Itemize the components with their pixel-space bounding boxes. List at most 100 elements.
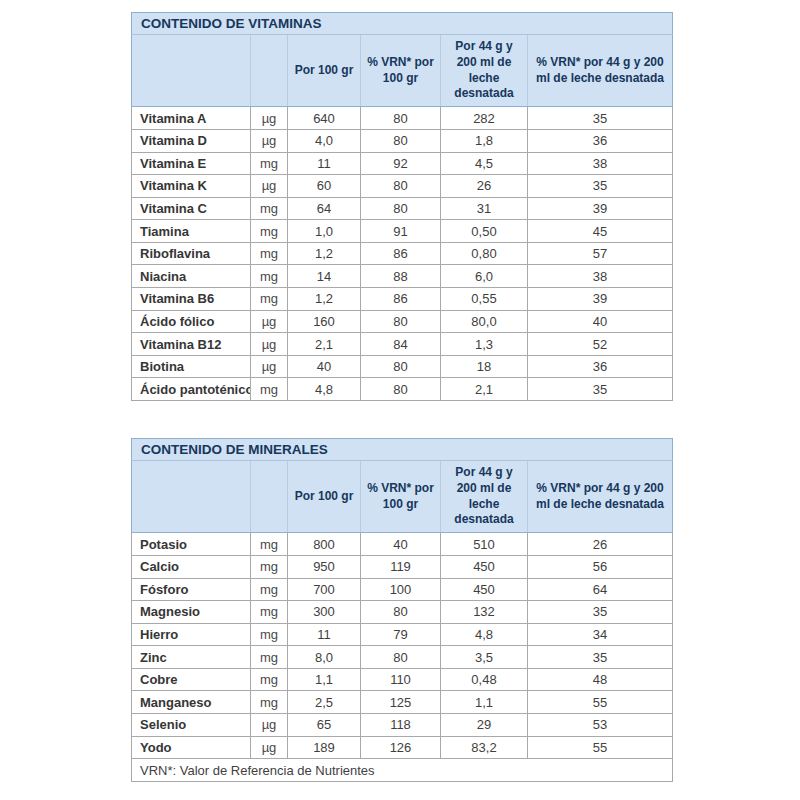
column-header-unit (251, 461, 288, 533)
unit-cell: mg (251, 378, 288, 401)
value-cell: 126 (361, 736, 441, 759)
table-row: Vitamina Kµg60802635 (132, 175, 673, 198)
value-cell: 40 (361, 533, 441, 556)
unit-cell: µg (251, 129, 288, 152)
column-header-nutrient (132, 461, 251, 533)
value-cell: 132 (441, 601, 528, 624)
nutrient-name: Cobre (132, 668, 251, 691)
minerals-table-section: CONTENIDO DE MINERALES Por 100 gr % VRN*… (131, 438, 672, 782)
value-cell: 640 (288, 107, 361, 130)
unit-cell: mg (251, 197, 288, 220)
column-header-per100: Por 100 gr (288, 35, 361, 107)
value-cell: 36 (528, 129, 673, 152)
value-cell: 189 (288, 736, 361, 759)
value-cell: 950 (288, 555, 361, 578)
value-cell: 26 (528, 533, 673, 556)
nutrient-name: Yodo (132, 736, 251, 759)
value-cell: 55 (528, 736, 673, 759)
nutrient-name: Selenio (132, 714, 251, 737)
value-cell: 35 (528, 646, 673, 669)
value-cell: 4,0 (288, 129, 361, 152)
value-cell: 100 (361, 578, 441, 601)
value-cell: 55 (528, 691, 673, 714)
value-cell: 39 (528, 288, 673, 311)
value-cell: 38 (528, 265, 673, 288)
column-header-vrn100: % VRN* por 100 gr (361, 35, 441, 107)
value-cell: 56 (528, 555, 673, 578)
table-row: Hierromg11794,834 (132, 623, 673, 646)
value-cell: 80 (361, 310, 441, 333)
minerals-table-body: Potasiomg8004051026Calciomg95011945056Fó… (132, 533, 673, 759)
value-cell: 35 (528, 107, 673, 130)
value-cell: 1,3 (441, 333, 528, 356)
nutrient-name: Tiamina (132, 220, 251, 243)
value-cell: 86 (361, 288, 441, 311)
minerals-header-row: Por 100 gr % VRN* por 100 gr Por 44 g y … (132, 461, 673, 533)
value-cell: 80 (361, 355, 441, 378)
column-header-per44: Por 44 g y 200 ml de leche desnatada (441, 35, 528, 107)
nutrient-name: Riboflavina (132, 242, 251, 265)
value-cell: 1,2 (288, 242, 361, 265)
value-cell: 18 (441, 355, 528, 378)
value-cell: 2,1 (288, 333, 361, 356)
table-row: Fósforomg70010045064 (132, 578, 673, 601)
value-cell: 26 (441, 175, 528, 198)
value-cell: 60 (288, 175, 361, 198)
table-row: Vitamina Aµg6408028235 (132, 107, 673, 130)
column-header-vrn100: % VRN* por 100 gr (361, 461, 441, 533)
value-cell: 450 (441, 578, 528, 601)
value-cell: 48 (528, 668, 673, 691)
nutrient-name: Magnesio (132, 601, 251, 624)
value-cell: 110 (361, 668, 441, 691)
value-cell: 510 (441, 533, 528, 556)
unit-cell: mg (251, 601, 288, 624)
table-row: Vitamina Emg11924,538 (132, 152, 673, 175)
vitamins-header-row: Por 100 gr % VRN* por 100 gr Por 44 g y … (132, 35, 673, 107)
unit-cell: µg (251, 736, 288, 759)
value-cell: 84 (361, 333, 441, 356)
value-cell: 29 (441, 714, 528, 737)
value-cell: 4,8 (441, 623, 528, 646)
unit-cell: mg (251, 265, 288, 288)
value-cell: 8,0 (288, 646, 361, 669)
value-cell: 40 (288, 355, 361, 378)
nutrient-name: Ácido pantoténico (132, 378, 251, 401)
value-cell: 38 (528, 152, 673, 175)
unit-cell: µg (251, 310, 288, 333)
nutrient-name: Vitamina K (132, 175, 251, 198)
value-cell: 88 (361, 265, 441, 288)
column-header-nutrient (132, 35, 251, 107)
value-cell: 1,1 (288, 668, 361, 691)
value-cell: 1,1 (441, 691, 528, 714)
value-cell: 36 (528, 355, 673, 378)
value-cell: 35 (528, 175, 673, 198)
nutrient-name: Vitamina E (132, 152, 251, 175)
value-cell: 35 (528, 601, 673, 624)
value-cell: 0,48 (441, 668, 528, 691)
unit-cell: µg (251, 175, 288, 198)
value-cell: 65 (288, 714, 361, 737)
nutrient-name: Ácido fólico (132, 310, 251, 333)
minerals-title-row: CONTENIDO DE MINERALES (132, 439, 673, 461)
vitamins-table-body: Vitamina Aµg6408028235Vitamina Dµg4,0801… (132, 107, 673, 401)
value-cell: 80,0 (441, 310, 528, 333)
value-cell: 35 (528, 378, 673, 401)
table-row: Vitamina Dµg4,0801,836 (132, 129, 673, 152)
nutrient-name: Hierro (132, 623, 251, 646)
value-cell: 3,5 (441, 646, 528, 669)
value-cell: 118 (361, 714, 441, 737)
value-cell: 80 (361, 646, 441, 669)
table-row: Zincmg8,0803,535 (132, 646, 673, 669)
nutrient-name: Vitamina B12 (132, 333, 251, 356)
table-row: Potasiomg8004051026 (132, 533, 673, 556)
value-cell: 11 (288, 623, 361, 646)
nutrient-name: Zinc (132, 646, 251, 669)
nutrient-name: Vitamina A (132, 107, 251, 130)
unit-cell: µg (251, 714, 288, 737)
minerals-table: CONTENIDO DE MINERALES Por 100 gr % VRN*… (131, 438, 673, 782)
value-cell: 0,50 (441, 220, 528, 243)
unit-cell: µg (251, 355, 288, 378)
value-cell: 4,8 (288, 378, 361, 401)
unit-cell: mg (251, 691, 288, 714)
table-row: Magnesiomg3008013235 (132, 601, 673, 624)
